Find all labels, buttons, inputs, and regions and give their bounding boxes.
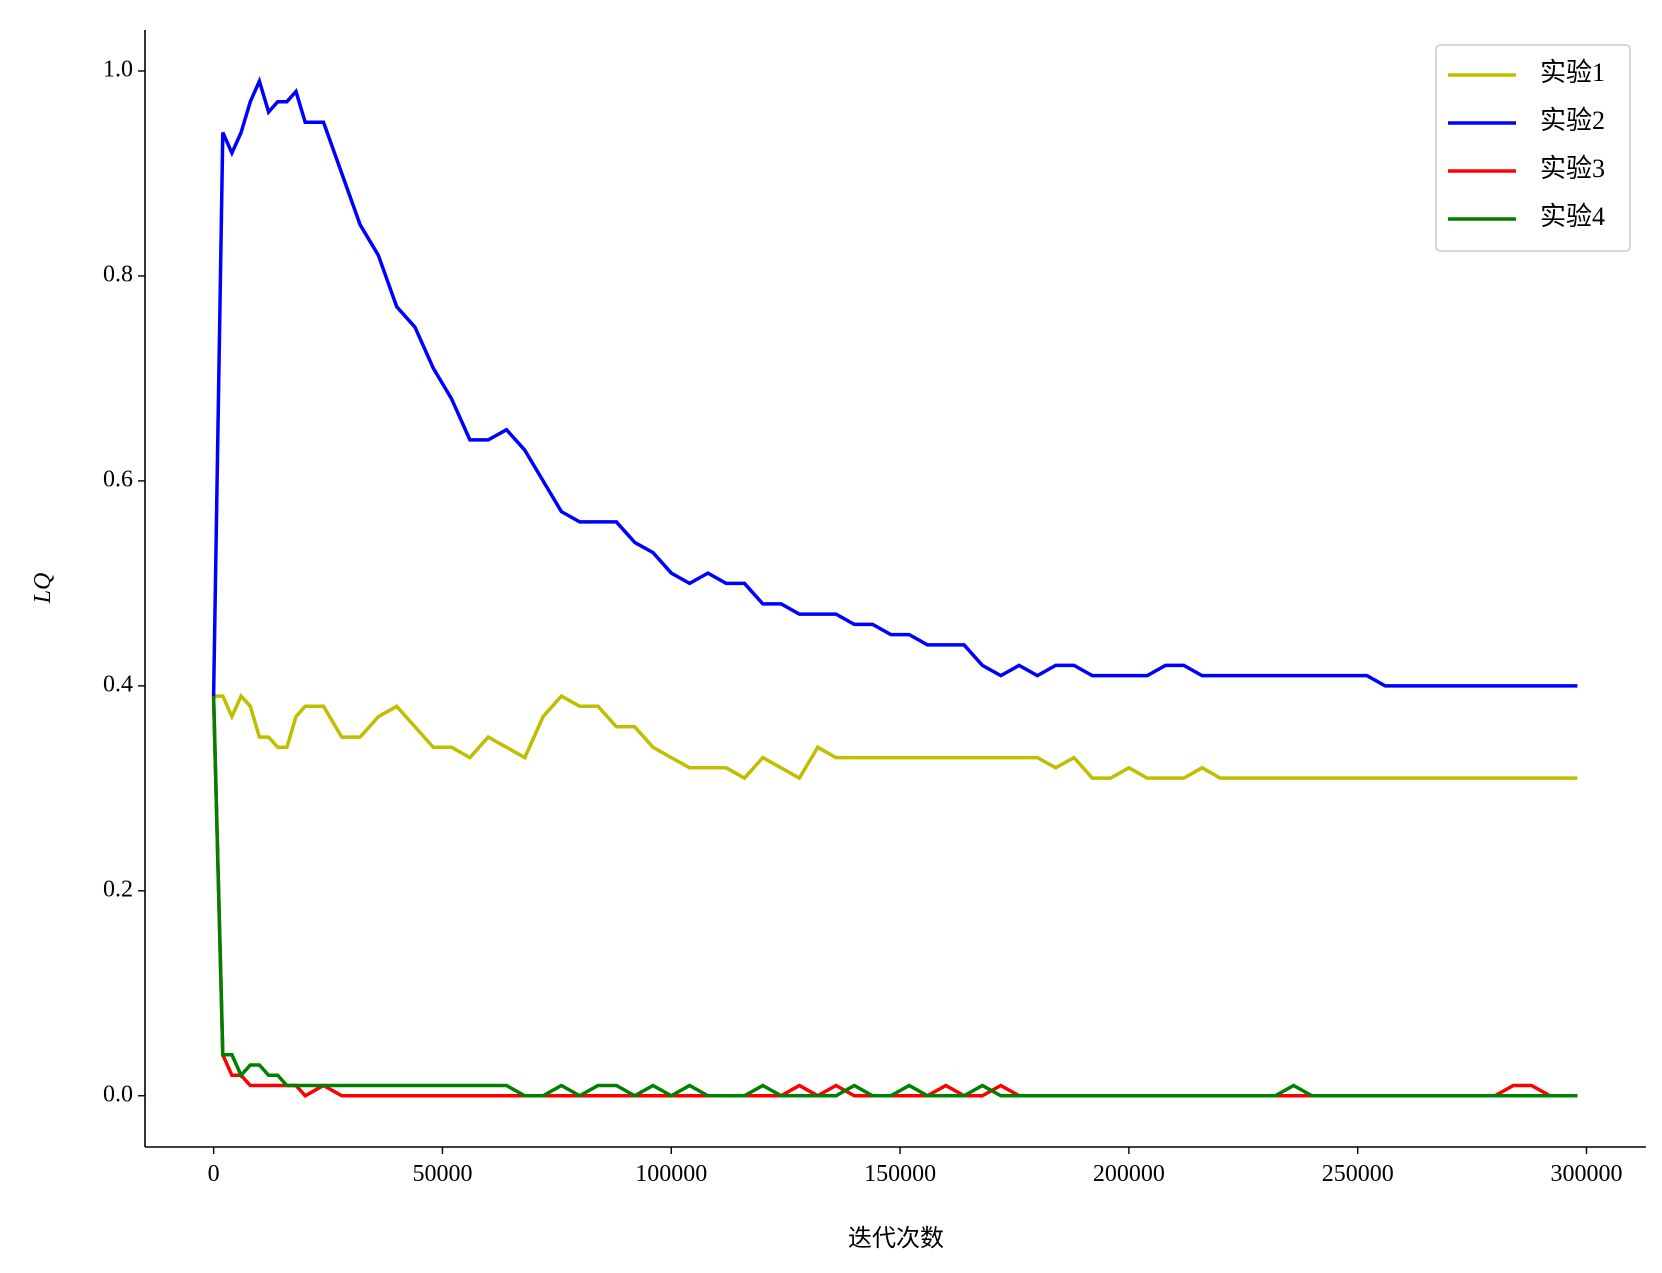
x-tick-label: 200000 <box>1093 1161 1165 1187</box>
y-tick-label: 0.8 <box>103 261 133 287</box>
data-line <box>213 692 1578 781</box>
legend-label: 实验4 <box>1540 202 1605 231</box>
legend-label: 实验1 <box>1540 58 1605 87</box>
x-tick-label: 100000 <box>635 1161 707 1187</box>
x-axis-label: 迭代次数 <box>848 1225 944 1252</box>
x-tick-label: 300000 <box>1551 1161 1623 1187</box>
x-tick-label: 0 <box>208 1161 220 1187</box>
legend-label: 实验2 <box>1540 106 1605 135</box>
y-tick-label: 0.4 <box>103 671 133 697</box>
legend-box <box>1435 44 1631 252</box>
legend-label: 实验3 <box>1540 154 1605 183</box>
data-line <box>211 696 1578 1098</box>
y-tick-label: 0.2 <box>103 876 133 902</box>
y-tick-label: 1.0 <box>103 56 133 82</box>
data-line <box>211 76 1578 697</box>
y-tick-label: 0.6 <box>103 466 133 492</box>
y-axis-label: LQ <box>30 573 56 605</box>
x-tick-label: 50000 <box>412 1161 472 1187</box>
y-tick-label: 0.0 <box>103 1081 133 1107</box>
x-tick-label: 250000 <box>1322 1161 1394 1187</box>
x-tick-label: 150000 <box>864 1161 936 1187</box>
